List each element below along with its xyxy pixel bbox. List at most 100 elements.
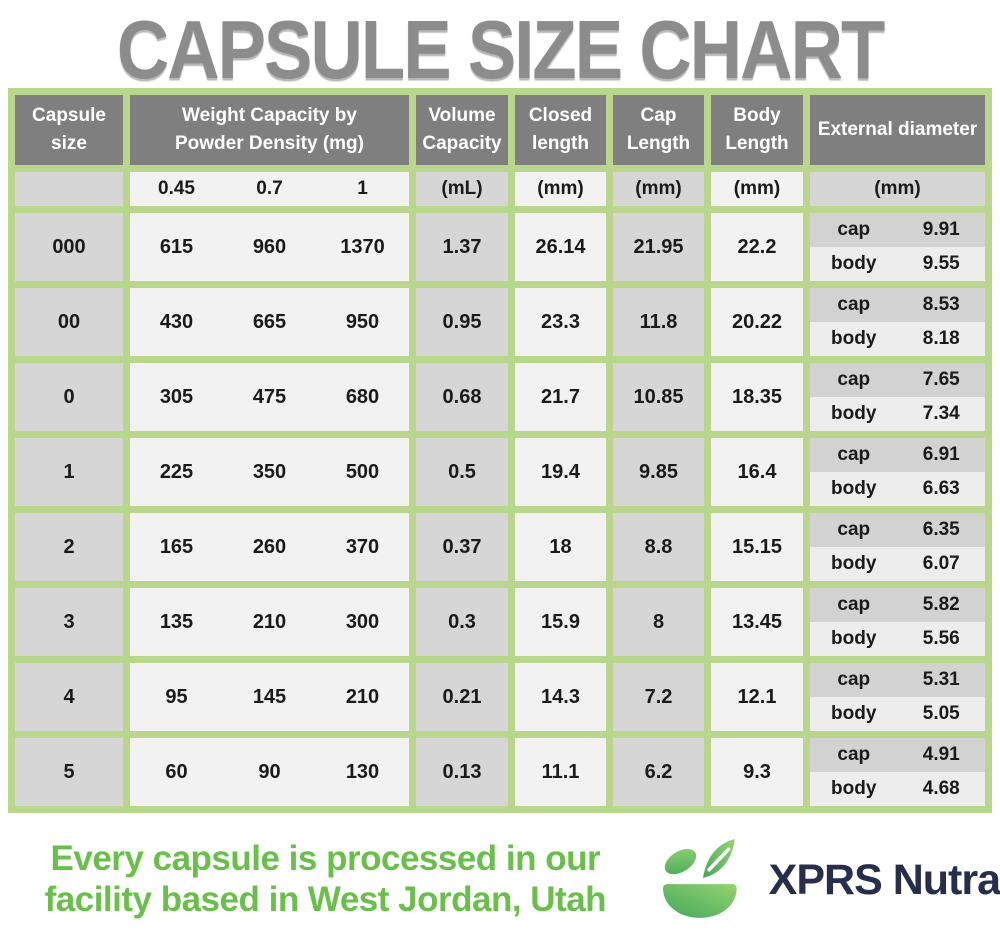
ext-cap-label: cap	[837, 219, 871, 240]
capsule-size-cell: 4	[15, 663, 123, 731]
external-diameter-cap-row: cap 4.91	[810, 738, 985, 772]
weight-capacity-cell: 60 90 130	[130, 738, 409, 806]
weight-at-1: 950	[345, 310, 380, 333]
ext-cap-value: 6.35	[922, 519, 960, 540]
ext-cap-value: 5.31	[922, 669, 960, 690]
volume-capacity-cell: 0.5	[416, 438, 508, 506]
volume-capacity-cell: 0.37	[416, 513, 508, 581]
ext-body-value: 8.18	[922, 328, 960, 349]
weight-at-0.45: 135	[159, 610, 194, 633]
ext-cap-value: 4.91	[922, 744, 960, 765]
closed-length-cell: 11.1	[515, 738, 606, 806]
external-diameter-body-row: body 7.34	[810, 397, 985, 431]
body-length-cell: 15.15	[711, 513, 803, 581]
capsule-size-table: Capsule size Weight Capacity by Powder D…	[8, 88, 992, 813]
ext-body-label: body	[831, 403, 877, 424]
ext-body-value: 4.68	[922, 778, 960, 799]
weight-at-0.7: 210	[252, 610, 287, 633]
weight-capacity-cell: 430 665 950	[130, 288, 409, 356]
col-header-capsule-size-label: Capsule size	[32, 105, 106, 154]
ext-cap-label: cap	[837, 594, 871, 615]
cap-length-cell: 8.8	[613, 513, 704, 581]
weight-at-0.7: 90	[258, 760, 281, 783]
col-header-cap-length-label: Cap Length	[626, 105, 691, 154]
units-volume: (mL)	[416, 172, 508, 206]
weight-at-0.7: 475	[252, 385, 287, 408]
ext-body-value: 6.63	[922, 478, 960, 499]
ext-cap-value: 9.91	[922, 219, 960, 240]
external-diameter-cell: cap 7.65 body 7.34	[810, 363, 985, 431]
density-0.45: 0.45	[158, 178, 195, 199]
external-diameter-cell: cap 4.91 body 4.68	[810, 738, 985, 806]
closed-length-cell: 18	[515, 513, 606, 581]
col-header-external-diameter: External diameter	[810, 95, 985, 165]
col-header-capsule-size: Capsule size	[15, 95, 123, 165]
closed-length-cell: 21.7	[515, 363, 606, 431]
weight-at-1: 1370	[340, 235, 385, 258]
ext-cap-value: 8.53	[922, 294, 960, 315]
tagline-line-2: facility based in West Jordan, Utah	[44, 880, 607, 919]
units-capsule-size-blank	[15, 172, 123, 206]
ext-cap-label: cap	[837, 519, 871, 540]
ext-cap-label: cap	[837, 294, 871, 315]
body-length-cell: 18.35	[711, 363, 803, 431]
col-header-cap-length: Cap Length	[613, 95, 704, 165]
ext-body-label: body	[831, 328, 877, 349]
brand-name: XPRS Nutra	[768, 855, 1000, 904]
body-length-cell: 13.45	[711, 588, 803, 656]
cap-length-cell: 10.85	[613, 363, 704, 431]
closed-length-cell: 19.4	[515, 438, 606, 506]
volume-capacity-cell: 1.37	[416, 213, 508, 281]
capsule-size-cell: 5	[15, 738, 123, 806]
closed-length-cell: 15.9	[515, 588, 606, 656]
ext-body-label: body	[831, 703, 877, 724]
mortar-leaves-icon	[662, 839, 737, 918]
external-diameter-cap-row: cap 5.31	[810, 663, 985, 697]
ext-body-label: body	[831, 253, 877, 274]
ext-cap-label: cap	[837, 444, 871, 465]
weight-at-0.7: 145	[252, 685, 287, 708]
ext-body-label: body	[831, 553, 877, 574]
col-header-external-diameter-label: External diameter	[817, 119, 978, 141]
weight-capacity-cell: 225 350 500	[130, 438, 409, 506]
external-diameter-cap-row: cap 7.65	[810, 363, 985, 397]
cap-length-cell: 7.2	[613, 663, 704, 731]
weight-capacity-cell: 615 960 1370	[130, 213, 409, 281]
weight-at-1: 210	[345, 685, 380, 708]
col-header-body-length: Body Length	[711, 95, 803, 165]
weight-at-0.45: 225	[159, 460, 194, 483]
body-length-cell: 12.1	[711, 663, 803, 731]
volume-capacity-cell: 0.3	[416, 588, 508, 656]
units-powder-densities: 0.45 0.7 1	[130, 172, 409, 206]
weight-at-0.45: 60	[165, 760, 188, 783]
ext-cap-value: 7.65	[922, 369, 960, 390]
weight-at-0.7: 665	[252, 310, 287, 333]
cap-length-cell: 8	[613, 588, 704, 656]
capsule-size-cell: 000	[15, 213, 123, 281]
ext-body-label: body	[831, 478, 877, 499]
cap-length-cell: 9.85	[613, 438, 704, 506]
external-diameter-body-row: body 4.68	[810, 772, 985, 806]
volume-capacity-cell: 0.95	[416, 288, 508, 356]
external-diameter-cap-row: cap 6.91	[810, 438, 985, 472]
external-diameter-cap-row: cap 6.35	[810, 513, 985, 547]
tagline-line-1: Every capsule is processed in our	[50, 839, 601, 879]
ext-cap-label: cap	[837, 669, 871, 690]
density-1: 1	[357, 178, 368, 199]
external-diameter-cell: cap 9.91 body 9.55	[810, 213, 985, 281]
external-diameter-body-row: body 5.05	[810, 697, 985, 731]
weight-at-0.45: 165	[159, 535, 194, 558]
weight-at-0.7: 350	[252, 460, 287, 483]
weight-at-1: 300	[345, 610, 380, 633]
ext-body-label: body	[831, 628, 877, 649]
ext-cap-value: 6.91	[922, 444, 960, 465]
page-title: CAPSULE SIZE CHART	[116, 3, 885, 97]
capsule-size-cell: 00	[15, 288, 123, 356]
weight-at-0.7: 260	[252, 535, 287, 558]
weight-at-0.7: 960	[252, 235, 287, 258]
external-diameter-cap-row: cap 5.82	[810, 588, 985, 622]
ext-body-value: 9.55	[922, 253, 960, 274]
units-cap-length: (mm)	[613, 172, 704, 206]
volume-capacity-cell: 0.21	[416, 663, 508, 731]
